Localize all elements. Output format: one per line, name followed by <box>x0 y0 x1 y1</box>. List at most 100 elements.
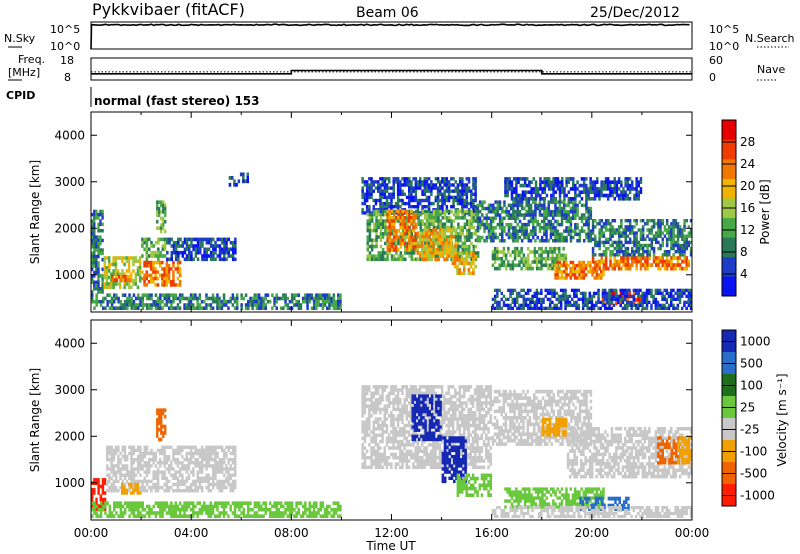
power-cell <box>536 235 539 240</box>
power-cell <box>545 180 549 184</box>
power-cell <box>545 177 549 181</box>
power-cell <box>295 299 298 304</box>
power-cell <box>637 256 641 260</box>
velocity-cell <box>185 467 188 471</box>
power-cell <box>511 306 514 310</box>
power-cell <box>590 297 594 301</box>
power-cell <box>255 299 259 304</box>
power-colorbar-swatch <box>722 120 736 140</box>
velocity-cell <box>205 485 208 490</box>
power-cell <box>564 256 568 261</box>
power-cell <box>618 263 621 267</box>
power-cell <box>536 219 539 224</box>
power-cell <box>103 266 106 270</box>
power-cell <box>542 250 545 254</box>
power-cell <box>423 231 426 236</box>
power-cell <box>218 257 222 262</box>
power-cell <box>375 216 378 220</box>
power-cell <box>463 205 466 209</box>
power-cell <box>445 198 449 203</box>
power-cell <box>587 229 590 233</box>
power-cell <box>323 299 327 304</box>
power-cell <box>368 195 371 200</box>
power-cell <box>502 260 506 264</box>
power-cell <box>145 276 148 281</box>
power-cell <box>297 303 300 307</box>
power-cell <box>401 198 404 203</box>
power-cell <box>520 260 523 264</box>
power-cell <box>465 192 469 196</box>
power-cell <box>578 235 581 240</box>
power-cell <box>167 273 171 278</box>
power-cell <box>165 303 169 307</box>
power-cell <box>493 253 497 258</box>
power-cell <box>425 254 428 258</box>
velocity-cell <box>110 464 113 468</box>
power-cell <box>554 273 557 277</box>
power-cell <box>470 222 473 226</box>
power-cell <box>600 190 603 194</box>
power-cell <box>574 203 577 208</box>
power-cell <box>196 299 199 304</box>
power-cell <box>158 226 161 230</box>
power-cell <box>379 205 382 209</box>
power-cell <box>408 189 411 193</box>
power-cell <box>436 198 440 203</box>
power-cell <box>567 180 571 184</box>
power-cell <box>461 195 464 200</box>
power-cell <box>172 283 175 287</box>
power-cell <box>384 232 387 236</box>
power-cell <box>655 222 658 226</box>
power-cell <box>399 254 403 258</box>
power-cell <box>147 280 151 284</box>
power-cell <box>435 254 438 258</box>
power-cell <box>141 244 144 248</box>
power-cell <box>93 287 96 291</box>
power-cell <box>167 267 171 271</box>
power-cell <box>286 303 289 307</box>
power-cell <box>537 190 540 194</box>
power-cell <box>297 306 300 310</box>
power-cell <box>126 274 130 279</box>
power-cell <box>370 177 373 181</box>
power-cell <box>507 260 510 264</box>
power-cell <box>190 244 193 248</box>
power-cell <box>178 270 182 274</box>
power-cell <box>334 303 338 307</box>
velocity-cell <box>214 445 217 449</box>
power-cell <box>445 177 449 181</box>
power-cell <box>513 297 517 301</box>
power-cell <box>540 297 543 301</box>
velocity-cell <box>161 445 164 449</box>
power-cell <box>503 229 506 233</box>
power-cell <box>587 232 590 237</box>
power-cell <box>544 294 547 298</box>
power-cell <box>419 177 422 181</box>
velocity-cell <box>130 448 133 453</box>
freq-panel-frame <box>90 57 693 81</box>
power-cell <box>533 306 536 310</box>
power-cell <box>145 303 149 307</box>
power-cell <box>251 296 254 301</box>
velocity-cell <box>181 464 184 468</box>
power-cell <box>576 263 579 268</box>
power-cell <box>162 203 165 208</box>
power-cell <box>529 300 532 304</box>
power-cell <box>138 259 142 263</box>
power-cell <box>654 300 658 304</box>
power-cell <box>524 297 528 301</box>
velocity-cell <box>108 451 111 456</box>
velocity-cell <box>125 454 129 459</box>
velocity-cell <box>207 485 210 490</box>
power-cell <box>384 225 387 230</box>
velocity-cell <box>207 473 210 477</box>
power-cell <box>586 263 590 268</box>
power-colorbar-tick-label: 20 <box>740 179 755 193</box>
power-cell <box>678 291 682 295</box>
velocity-cell <box>185 451 188 456</box>
velocity-cell <box>95 507 98 511</box>
power-cell <box>487 216 491 220</box>
power-cell <box>633 231 636 235</box>
velocity-cell <box>170 445 173 449</box>
power-cell <box>529 206 533 211</box>
